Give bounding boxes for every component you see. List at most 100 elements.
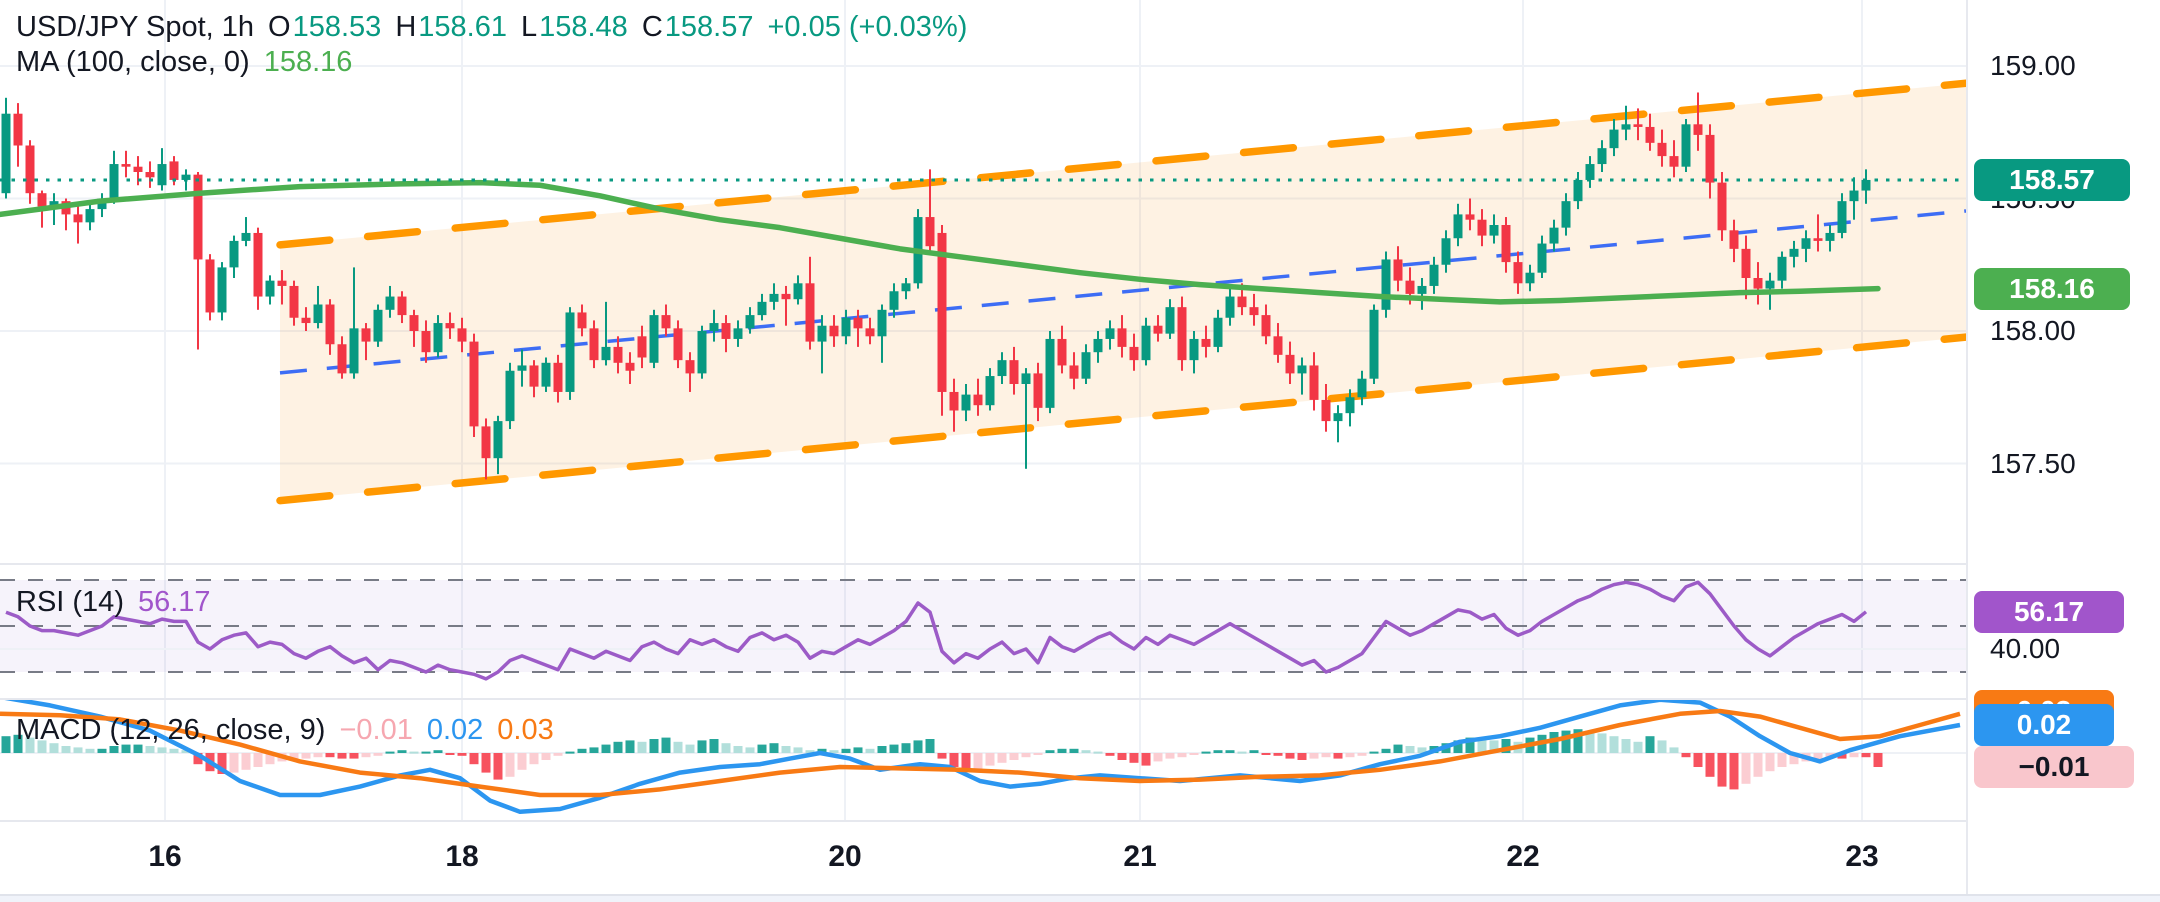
macd-histogram-bar (1861, 753, 1871, 758)
candle-body (1489, 225, 1499, 236)
bottom-strip (0, 894, 2160, 902)
candle-body (1057, 338, 1067, 366)
candle-body (1405, 280, 1415, 294)
candle-body (1321, 399, 1331, 422)
macd-histogram-bar (433, 750, 443, 753)
rsi-line[interactable] (5, 580, 1868, 681)
channel-upper-line[interactable] (276, 79, 1966, 249)
macd-histogram-bar (1705, 753, 1715, 777)
candle-body (1381, 259, 1391, 310)
macd-histogram-bar (1417, 747, 1427, 753)
high-label: H (395, 11, 417, 43)
macd-histogram-bar (157, 747, 167, 753)
macd-histogram-bar (1117, 753, 1127, 760)
candle-body (1477, 219, 1487, 236)
candle-body (73, 214, 83, 223)
candle-body (769, 293, 779, 302)
macd-histogram-bar (961, 753, 971, 772)
candle-body (865, 328, 875, 337)
candle-body (1081, 352, 1091, 379)
pane-divider-price-rsi[interactable] (0, 563, 2160, 565)
macd-histogram-bar (517, 753, 527, 770)
trendline-blue-dashed[interactable] (279, 209, 1966, 375)
candle-body (1825, 232, 1835, 241)
macd-histogram-bar (1717, 753, 1727, 787)
macd-histogram-bar (565, 751, 575, 754)
macd-histogram-bar (805, 750, 815, 753)
time-label-18: 18 (445, 840, 479, 873)
low-value: 158.48 (539, 11, 628, 43)
macd-histogram-bar (1381, 748, 1391, 753)
macd-histogram-bar (1357, 753, 1367, 756)
candle-body (37, 193, 47, 207)
macd-histogram-bar (733, 746, 743, 753)
candle-body (301, 317, 311, 324)
candle-body (325, 304, 335, 345)
ma-legend[interactable]: MA (100, close, 0) 158.16 (16, 46, 352, 79)
macd-histogram-bar (1333, 753, 1343, 759)
macd-histogram-bar (1189, 753, 1199, 755)
price-tick-158.00: 158.00 (1990, 315, 2076, 346)
macd-signal-line[interactable] (0, 708, 1961, 798)
candle-body (577, 312, 587, 329)
macd-histogram-bar (997, 753, 1007, 763)
symbol-legend[interactable]: USD/JPY Spot, 1h O 158.53 H 158.61 L 158.48… (16, 11, 967, 44)
candle-body (709, 323, 719, 331)
candle-body (289, 285, 299, 318)
candle-body (1021, 373, 1031, 384)
macd-histogram-bar (1849, 753, 1859, 758)
macd-histogram-bar (601, 744, 611, 753)
channel-lower-line[interactable] (276, 333, 1966, 505)
candle-body (1189, 338, 1199, 361)
macd-histogram-bar (1057, 748, 1067, 753)
candle-body (949, 391, 959, 411)
macd-histogram-bar (1609, 736, 1619, 753)
macd-histogram-bar (829, 750, 839, 753)
macd-histogram-bar (397, 750, 407, 753)
candle-body (1105, 328, 1115, 339)
candle-body (1153, 325, 1163, 334)
macd-histogram-bar (1141, 753, 1151, 766)
macd-histogram-bar (1669, 747, 1679, 753)
candle-body (733, 328, 743, 339)
change-value: +0.05 (+0.03%) (767, 11, 968, 43)
macd-histogram-bar (673, 741, 683, 753)
candle-body (13, 113, 23, 146)
candle-body (1393, 259, 1403, 281)
time-label-21: 21 (1123, 840, 1157, 873)
macd-legend[interactable]: MACD (12, 26, close, 9) −0.01 0.02 0.03 (16, 714, 554, 747)
low-label: L (520, 11, 538, 43)
macd-line[interactable] (0, 697, 1961, 815)
macd-histogram-bar (1393, 744, 1403, 753)
macd-histogram-bar (361, 753, 371, 758)
candle-body (337, 344, 347, 374)
macd-histogram-bar (181, 750, 191, 753)
close-label: C (641, 11, 663, 43)
candle-body (1165, 307, 1175, 334)
time-axis[interactable]: 16 18 20 21 22 23 (0, 822, 2160, 894)
ma100-line[interactable] (0, 179, 1881, 305)
candle-body (1297, 365, 1307, 374)
candle-body (529, 365, 539, 387)
macd-histogram-bar (1033, 753, 1043, 755)
open-label: O (268, 11, 291, 43)
last-price-badge: 158.57 (1974, 158, 2130, 201)
macd-line-badge: 0.02 (1974, 704, 2114, 746)
candle-body (1441, 238, 1451, 265)
rsi-legend[interactable]: RSI (14) 56.17 (16, 586, 211, 619)
candle-body (985, 376, 995, 406)
macd-histogram-bar (1021, 753, 1031, 758)
time-label-23: 23 (1845, 840, 1879, 873)
time-label-16: 16 (148, 840, 182, 873)
candle-body (661, 315, 671, 329)
pane-divider-rsi-macd[interactable] (0, 698, 2160, 700)
close-value: 158.57 (664, 11, 754, 43)
price-axis[interactable]: 159.00158.50158.00157.50158.16158.5740.0… (1966, 0, 2160, 894)
macd-histogram-bar (1261, 753, 1271, 755)
candle-body (1561, 201, 1571, 228)
macd-histogram-bar (469, 753, 479, 765)
macd-histogram-bar (685, 744, 695, 753)
candle-body (1357, 378, 1367, 398)
macd-histogram-bar (49, 743, 59, 753)
